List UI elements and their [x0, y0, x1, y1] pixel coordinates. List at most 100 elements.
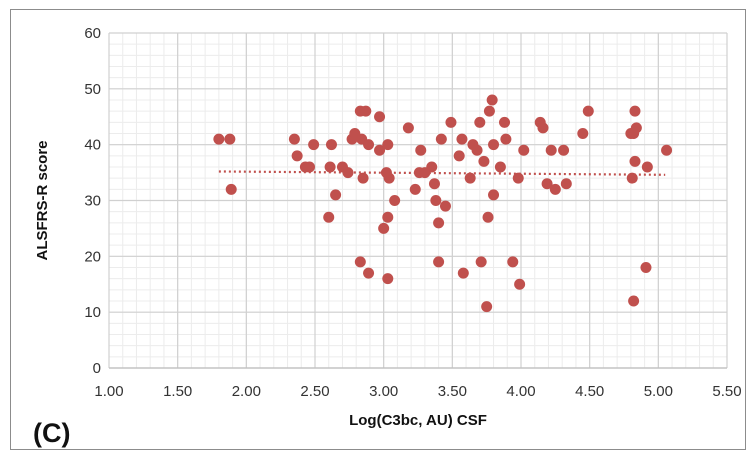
data-point: [378, 222, 390, 234]
data-point: [383, 172, 395, 184]
data-point: [325, 139, 337, 151]
data-point: [629, 155, 641, 167]
data-point: [324, 161, 336, 173]
data-point: [445, 116, 457, 128]
gridlines: [108, 32, 728, 369]
data-point: [500, 133, 512, 145]
data-point: [545, 144, 557, 156]
data-point: [629, 105, 641, 117]
data-point: [428, 178, 440, 190]
data-point: [415, 144, 427, 156]
x-tick-label: 5.00: [644, 383, 673, 400]
panel-label: (C): [33, 418, 71, 448]
x-tick-label: 4.50: [575, 383, 604, 400]
data-point: [363, 267, 375, 279]
scatter-chart: 1.00 1.50 2.00 2.50 3.00 3.50 4.00 4.50 5.00 5.50…: [34, 25, 742, 429]
data-point: [560, 178, 572, 190]
data-point: [308, 139, 320, 151]
data-point: [482, 211, 494, 223]
data-point: [382, 211, 394, 223]
data-point: [439, 200, 451, 212]
x-tick-label: 3.00: [369, 383, 398, 400]
data-point: [363, 139, 375, 151]
y-tick-label: 10: [84, 304, 101, 321]
data-point: [288, 133, 300, 145]
data-point: [409, 183, 421, 195]
data-point: [483, 105, 495, 117]
y-tick-label: 50: [84, 81, 101, 98]
data-point: [488, 189, 500, 201]
trendline: [218, 170, 666, 176]
data-point: [213, 133, 225, 145]
data-point: [481, 301, 493, 313]
data-point: [518, 144, 530, 156]
x-tick-label: 1.00: [94, 383, 123, 400]
x-tick-label: 4.00: [506, 383, 535, 400]
data-point: [541, 178, 553, 190]
data-point: [357, 172, 369, 184]
data-point: [471, 144, 483, 156]
y-tick-label: 0: [93, 360, 101, 377]
y-tick-label: 60: [84, 25, 101, 42]
y-tick-label: 30: [84, 193, 101, 210]
x-tick-label: 1.50: [163, 383, 192, 400]
data-point: [474, 116, 486, 128]
x-tick-label: 2.00: [232, 383, 261, 400]
data-points: [213, 94, 673, 313]
data-point: [507, 256, 519, 268]
trendline-path: [218, 170, 666, 176]
y-tick-label: 40: [84, 137, 101, 154]
data-point: [426, 161, 438, 173]
data-point: [430, 195, 442, 206]
data-point: [626, 172, 638, 184]
data-point: [499, 116, 511, 128]
data-point: [225, 183, 237, 195]
x-tick-label: 5.50: [712, 383, 741, 400]
data-point: [374, 144, 386, 156]
data-point: [537, 122, 549, 134]
y-tick-label: 20: [84, 248, 101, 265]
data-point: [389, 195, 401, 206]
data-point: [478, 155, 490, 167]
data-point: [304, 161, 316, 173]
data-point: [630, 122, 642, 134]
data-point: [323, 211, 335, 223]
data-point: [494, 161, 506, 173]
data-point: [640, 262, 652, 273]
data-point: [360, 105, 372, 117]
data-point: [342, 167, 354, 179]
data-point: [641, 161, 653, 173]
chart-frame: 1.00 1.50 2.00 2.50 3.00 3.50 4.00 4.50 5.00 5.50…: [10, 9, 746, 450]
data-point: [354, 256, 366, 268]
x-tick-label: 3.50: [438, 383, 467, 400]
tick-labels: 1.00 1.50 2.00 2.50 3.00 3.50 4.00 4.50 5.00 5.50…: [84, 25, 741, 400]
data-point: [475, 256, 487, 268]
data-point: [582, 105, 594, 117]
data-point: [514, 278, 526, 290]
data-point: [661, 144, 673, 156]
data-point: [224, 133, 236, 145]
data-point: [453, 150, 465, 162]
data-point: [374, 111, 386, 123]
x-axis-title: Log(C3bc, AU) CSF: [349, 412, 487, 429]
data-point: [456, 133, 468, 145]
data-point: [291, 150, 303, 162]
data-point: [549, 183, 561, 195]
data-point: [382, 273, 394, 285]
data-point: [488, 139, 500, 151]
data-point: [577, 128, 589, 139]
y-axis-title: ALSFRS-R score: [34, 140, 51, 260]
x-tick-label: 2.50: [300, 383, 329, 400]
data-point: [433, 217, 445, 229]
data-point: [558, 144, 570, 156]
data-point: [457, 267, 469, 279]
data-point: [512, 172, 524, 184]
data-point: [486, 94, 498, 106]
data-point: [464, 172, 476, 184]
data-point: [435, 133, 447, 145]
data-point: [330, 189, 342, 201]
data-point: [382, 139, 394, 151]
data-point: [402, 122, 414, 134]
data-point: [433, 256, 445, 268]
data-point: [628, 295, 640, 307]
